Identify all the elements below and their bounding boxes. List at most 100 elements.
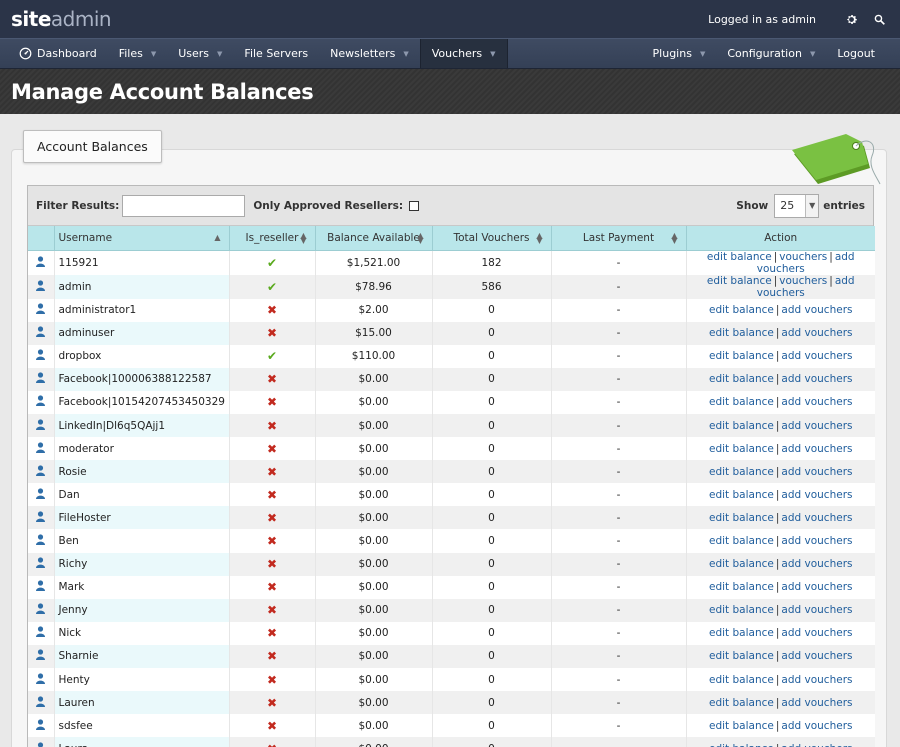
add-vouchers-link[interactable]: add vouchers — [781, 488, 853, 501]
edit-balance-link[interactable]: edit balance — [709, 604, 774, 617]
cross-icon: ✖ — [266, 557, 278, 572]
username-cell: Rosie — [54, 460, 230, 484]
add-vouchers-link[interactable]: add vouchers — [781, 373, 853, 386]
column-header-is-reseller[interactable]: Is_reseller ▲ ▼ — [229, 226, 316, 251]
caret-down-icon: ▼ — [217, 49, 223, 58]
user-icon-cell — [28, 644, 55, 668]
nav-users[interactable]: Users ▼ — [167, 39, 233, 68]
separator: | — [775, 350, 780, 363]
edit-balance-link[interactable]: edit balance — [709, 743, 774, 747]
add-vouchers-link[interactable]: add vouchers — [781, 743, 852, 747]
add-vouchers-link[interactable]: add vouchers — [781, 581, 853, 594]
add-vouchers-link[interactable]: add vouchers — [781, 304, 853, 317]
add-vouchers-link[interactable]: add vouchers — [781, 350, 853, 363]
add-vouchers-link[interactable]: add vouchers — [781, 604, 853, 617]
username-cell: dropbox — [54, 344, 230, 368]
add-vouchers-link[interactable]: add vouchers — [781, 465, 853, 478]
nav-logout[interactable]: Logout — [826, 39, 886, 68]
last-payment-cell: - — [551, 575, 687, 599]
vouchers-cell: 0 — [432, 644, 552, 668]
user-icon — [36, 349, 46, 363]
approved-resellers-checkbox[interactable] — [409, 200, 420, 211]
edit-balance-link[interactable]: edit balance — [709, 396, 774, 409]
user-icon — [36, 649, 46, 663]
balance-cell: $15.00 — [315, 321, 433, 345]
site-logo[interactable]: siteadmin — [11, 7, 112, 31]
entries-select[interactable]: 25 ▼ — [774, 193, 820, 218]
action-cell: edit balance|add vouchers — [686, 298, 875, 322]
is-reseller-cell: ✖ — [229, 714, 316, 738]
edit-balance-link[interactable]: edit balance — [709, 419, 774, 432]
edit-balance-link[interactable]: edit balance — [709, 719, 774, 732]
nav-dashboard[interactable]: Dashboard — [8, 39, 108, 68]
column-header-balance[interactable]: Balance Available ▲ ▼ — [315, 226, 433, 251]
entries-label: entries — [823, 199, 865, 212]
user-icon-cell — [28, 737, 55, 747]
vouchers-link[interactable]: vouchers — [779, 250, 828, 263]
edit-balance-link[interactable]: edit balance — [709, 650, 774, 663]
add-vouchers-link[interactable]: add vouchers — [781, 511, 853, 524]
user-icon — [36, 488, 46, 502]
add-vouchers-link[interactable]: add vouchers — [756, 250, 855, 275]
nav-newsletters[interactable]: Newsletters ▼ — [319, 39, 420, 68]
add-vouchers-link[interactable]: add vouchers — [781, 558, 853, 571]
column-header-last-payment[interactable]: Last Payment ▲ ▼ — [551, 226, 687, 251]
add-vouchers-link[interactable]: add vouchers — [781, 673, 853, 686]
column-header-username[interactable]: Username ▲ — [54, 226, 230, 251]
edit-balance-link[interactable]: edit balance — [709, 627, 774, 640]
logo-text-site: site — [11, 7, 51, 31]
edit-balance-link[interactable]: edit balance — [709, 534, 774, 547]
gear-icon[interactable] — [842, 10, 860, 28]
vouchers-cell: 182 — [432, 250, 552, 275]
filter-input[interactable] — [122, 194, 246, 217]
sort-asc-icon: ▲ — [214, 233, 221, 242]
edit-balance-link[interactable]: edit balance — [709, 304, 774, 317]
edit-balance-link[interactable]: edit balance — [709, 673, 774, 686]
vouchers-link[interactable]: vouchers — [779, 274, 828, 287]
add-vouchers-link[interactable]: add vouchers — [781, 396, 853, 409]
check-icon: ✔ — [266, 255, 278, 270]
edit-balance-link[interactable]: edit balance — [709, 696, 774, 709]
edit-balance-link[interactable]: edit balance — [709, 581, 774, 594]
add-vouchers-link[interactable]: add vouchers — [781, 696, 853, 709]
add-vouchers-link[interactable]: add vouchers — [756, 274, 855, 299]
add-vouchers-link[interactable]: add vouchers — [781, 419, 853, 432]
edit-balance-link[interactable]: edit balance — [706, 250, 772, 263]
top-bar: siteadmin Logged in as admin — [0, 0, 900, 38]
add-vouchers-link[interactable]: add vouchers — [781, 534, 853, 547]
edit-balance-link[interactable]: edit balance — [709, 465, 774, 478]
nav-plugins[interactable]: Plugins ▼ — [642, 39, 717, 68]
balance-cell: $0.00 — [315, 737, 433, 747]
edit-balance-link[interactable]: edit balance — [709, 373, 774, 386]
edit-balance-link[interactable]: edit balance — [709, 558, 774, 571]
nav-configuration[interactable]: Configuration ▼ — [716, 39, 826, 68]
edit-balance-link[interactable]: edit balance — [709, 350, 774, 363]
vouchers-cell: 0 — [432, 367, 552, 391]
search-icon[interactable] — [870, 10, 888, 28]
action-cell: edit balance|add vouchers — [686, 321, 875, 345]
add-vouchers-link[interactable]: add vouchers — [781, 442, 853, 455]
username-cell: Jenny — [54, 598, 230, 622]
username-cell: Ben — [54, 529, 230, 553]
vouchers-cell: 0 — [432, 506, 552, 530]
edit-balance-link[interactable]: edit balance — [709, 488, 774, 501]
table-row: Henty ✖ $0.00 0- edit balance | add vouchers — [28, 668, 875, 692]
panel-tab-account-balances[interactable]: Account Balances — [23, 130, 162, 163]
edit-balance-link[interactable]: edit balance — [709, 511, 774, 524]
check-icon: ✔ — [266, 279, 278, 294]
add-vouchers-link[interactable]: add vouchers — [781, 327, 853, 340]
nav-files[interactable]: Files ▼ — [108, 39, 168, 68]
edit-balance-link[interactable]: edit balance — [709, 327, 774, 340]
nav-file-servers[interactable]: File Servers — [233, 39, 319, 68]
separator: | — [773, 250, 778, 263]
add-vouchers-link[interactable]: add vouchers — [781, 650, 853, 663]
nav-vouchers[interactable]: Vouchers ▼ — [419, 39, 508, 68]
column-header-total-vouchers[interactable]: Total Vouchers ▲ ▼ — [432, 226, 552, 251]
add-vouchers-link[interactable]: add vouchers — [781, 627, 853, 640]
add-vouchers-link[interactable]: add vouchers — [781, 719, 853, 732]
edit-balance-link[interactable]: edit balance — [709, 442, 774, 455]
separator: | — [829, 250, 833, 263]
action-cell: edit balance|add vouchers — [686, 483, 875, 507]
edit-balance-link[interactable]: edit balance — [706, 274, 772, 287]
separator: | — [775, 488, 780, 501]
